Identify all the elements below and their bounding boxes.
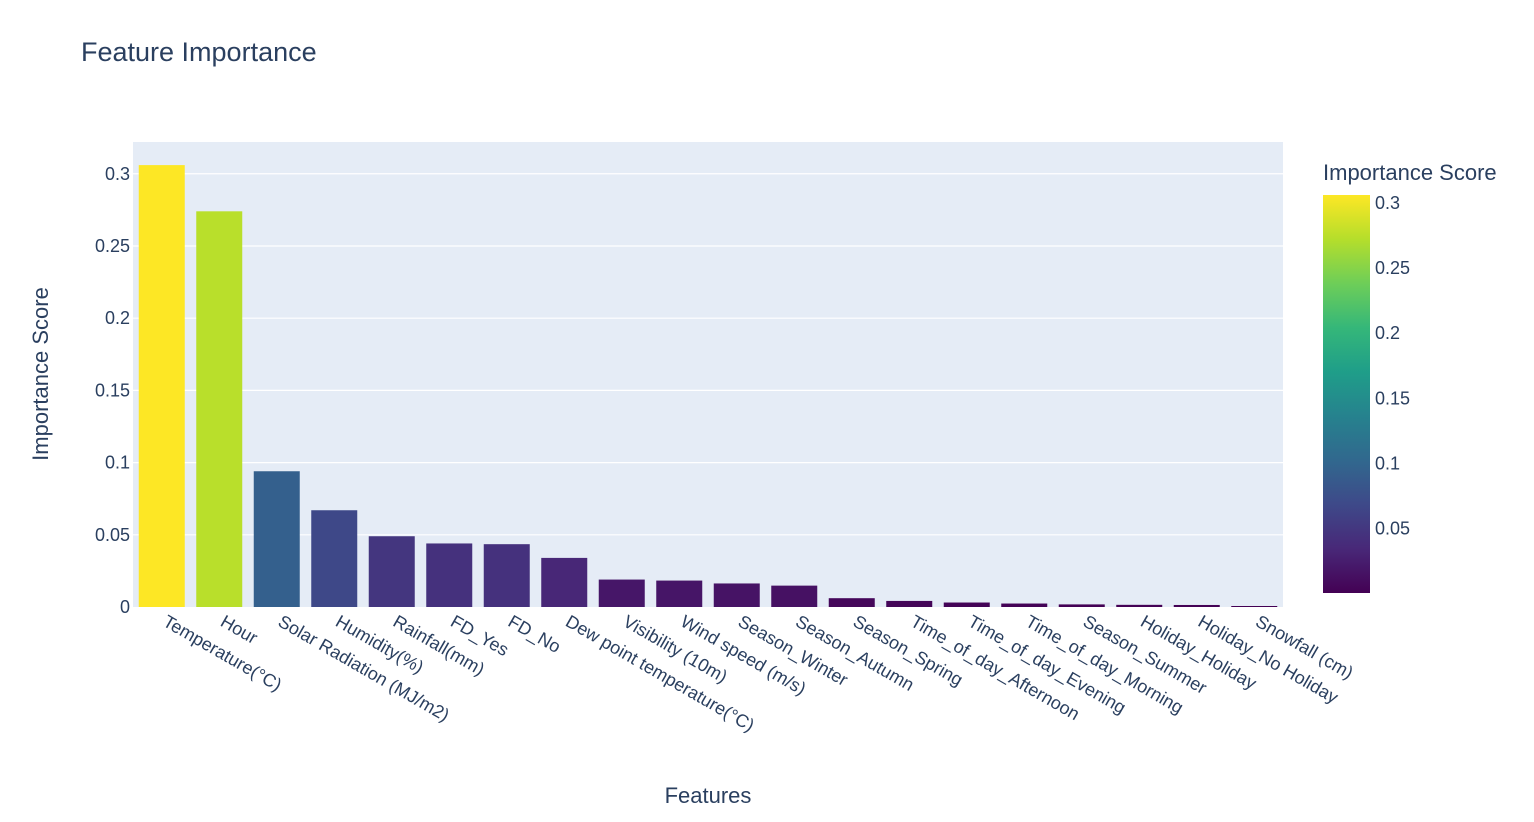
y-axis-label: Importance Score [28,287,53,461]
colorbar [1323,195,1370,593]
bar [426,543,473,607]
bar [1001,603,1048,607]
bar [828,598,875,607]
bar [368,536,415,607]
colorbar-tick-label: 0.3 [1375,193,1400,213]
bar [196,211,243,607]
bar [1231,606,1278,607]
y-tick-label: 0.3 [105,164,130,184]
chart-title: Feature Importance [81,37,317,67]
bar [713,583,760,607]
bar [1116,604,1163,607]
bar [598,579,645,607]
bar [656,580,703,607]
y-axis-ticks: 0 0.05 0.1 0.15 0.2 0.25 0.3 [95,164,130,617]
x-axis-label: Features [665,783,752,808]
y-tick-label: 0.2 [105,308,130,328]
colorbar-title: Importance Score [1323,160,1497,185]
colorbar-tick-label: 0.15 [1375,388,1410,408]
x-axis-ticks: Temperature(°C)Hour Solar Radiation (MJ/m… [160,611,1357,735]
y-tick-label: 0.15 [95,380,130,400]
bar [1173,604,1220,607]
colorbar-tick-label: 0.1 [1375,453,1400,473]
plot-area [133,142,1283,607]
bar [138,165,185,607]
colorbar-tick-label: 0.2 [1375,323,1400,343]
bar [771,585,818,607]
grid-lines [133,173,1283,536]
y-tick-label: 0.1 [105,453,130,473]
bars [138,165,1278,607]
bar [943,602,990,607]
bar [541,557,588,607]
y-tick-label: 0 [120,597,130,617]
bar [886,600,933,607]
bar [253,471,300,607]
colorbar-tick-label: 0.25 [1375,258,1410,278]
colorbar-ticks: 0.05 0.1 0.15 0.2 0.25 0.3 [1375,193,1410,539]
colorbar-tick-label: 0.05 [1375,519,1410,539]
x-tick-label: FD_No [504,611,564,658]
bar [311,510,358,607]
y-tick-label: 0.05 [95,525,130,545]
bar [1058,604,1105,607]
bar [483,544,530,607]
y-tick-label: 0.25 [95,236,130,256]
